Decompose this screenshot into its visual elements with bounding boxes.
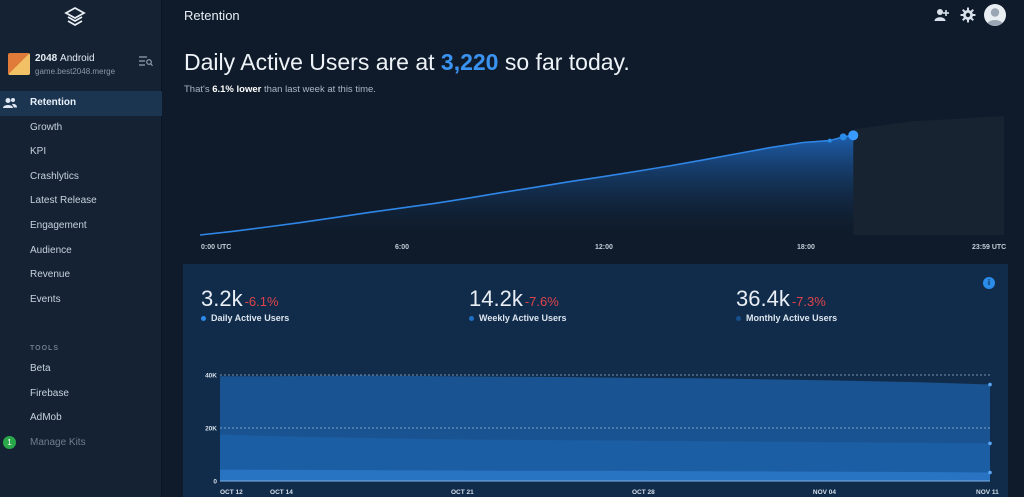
dau-point-marker[interactable] xyxy=(839,133,847,141)
y-tick-label: 20K xyxy=(205,426,217,433)
main-nav: Retention Growth KPI Crashlytics Latest … xyxy=(0,91,162,312)
nav-item-engagement[interactable]: Engagement xyxy=(30,219,87,231)
tools-heading: TOOLS xyxy=(30,345,59,352)
nav-item-admob[interactable]: AdMob xyxy=(30,412,62,424)
dau-comparison: That's 6.1% lower than last week at this… xyxy=(184,84,376,95)
nav-item-growth[interactable]: Growth xyxy=(30,121,63,133)
x-tick-label: OCT 28 xyxy=(632,489,655,496)
active-users-panel: i 3.2k -6.1% Daily Active Users 14.2k -7.6… xyxy=(183,264,1008,497)
x-tick-label: 12:00 xyxy=(595,244,613,251)
stat-change: -7.3% xyxy=(791,294,826,309)
legend-dot xyxy=(201,316,206,322)
info-icon[interactable]: i xyxy=(983,277,995,289)
nav-item-firebase[interactable]: Firebase xyxy=(30,387,69,399)
nav-item-retention[interactable]: Retention xyxy=(0,91,162,116)
stat-dau: 3.2k -6.1% Daily Active Users xyxy=(201,286,289,323)
top-bar: Retention xyxy=(162,0,1024,34)
dau-value: 3,220 xyxy=(440,49,499,75)
stat-change: -7.6% xyxy=(524,294,559,309)
stat-label: Daily Active Users xyxy=(211,313,290,323)
legend-dot xyxy=(469,316,474,322)
settings-gear-icon[interactable] xyxy=(960,7,976,23)
dau-headline: Daily Active Users are at 3,220 so far t… xyxy=(184,49,630,75)
series-area-daily-active-users xyxy=(220,469,990,481)
nav-item-events[interactable]: Events xyxy=(30,293,61,305)
stat-label: Weekly Active Users xyxy=(479,313,567,323)
series-end-marker[interactable] xyxy=(988,382,992,387)
nav-item-audience[interactable]: Audience xyxy=(30,244,72,256)
x-tick-label: OCT 14 xyxy=(270,489,293,496)
stat-value: 3.2k xyxy=(201,286,243,311)
kits-badge: 1 xyxy=(3,435,16,449)
today-dau-area xyxy=(200,135,854,235)
series-end-marker[interactable] xyxy=(988,470,992,475)
nav-item-revenue[interactable]: Revenue xyxy=(30,269,71,281)
app-icon xyxy=(8,53,30,75)
active-users-history-chart: 0 20K 40K OCT 12 OCT 14 OCT 21 OCT 28 NOV 04 NOV… xyxy=(205,373,999,497)
app-list-icon[interactable] xyxy=(139,55,153,67)
x-tick-label: 18:00 xyxy=(797,244,815,251)
nav-item-kpi[interactable]: KPI xyxy=(30,146,47,158)
app-package: game.best2048.merge xyxy=(35,67,116,76)
nav-item-crashlytics[interactable]: Crashlytics xyxy=(30,170,79,182)
app-name: 2048 Android xyxy=(35,53,95,64)
stat-label: Monthly Active Users xyxy=(746,313,838,323)
tools-nav: Beta Firebase AdMob 1 Manage Kits xyxy=(0,357,162,455)
fabric-logo-icon[interactable] xyxy=(64,6,86,28)
x-tick-label: 0:00 UTC xyxy=(201,244,232,251)
stat-wau: 14.2k -7.6% Weekly Active Users xyxy=(469,286,567,323)
users-icon xyxy=(3,98,17,108)
y-tick-label: 40K xyxy=(205,373,217,380)
series-end-marker[interactable] xyxy=(988,441,992,446)
nav-item-manage-kits[interactable]: 1 Manage Kits xyxy=(0,431,162,456)
avatar-person-icon xyxy=(986,8,1004,26)
dau-point-marker[interactable] xyxy=(827,138,832,143)
x-tick-label: 23:59 UTC xyxy=(972,244,1007,251)
stat-value: 14.2k xyxy=(469,286,523,311)
x-tick-label: 6:00 xyxy=(395,244,410,251)
dau-current-marker[interactable] xyxy=(848,130,859,141)
add-user-icon[interactable] xyxy=(934,7,950,23)
stat-mau: 36.4k -7.3% Monthly Active Users xyxy=(736,286,837,323)
page-title: Retention xyxy=(184,8,240,23)
nav-item-latest-release[interactable]: Latest Release xyxy=(30,195,97,207)
user-avatar[interactable] xyxy=(984,4,1006,26)
x-tick-label: OCT 21 xyxy=(451,489,474,496)
stat-value: 36.4k xyxy=(736,286,790,311)
app-selector[interactable]: 2048 Android game.best2048.merge xyxy=(0,45,162,85)
y-tick-label: 0 xyxy=(213,479,217,486)
series-area-weekly-active-users xyxy=(220,434,990,481)
x-tick-label: NOV 04 xyxy=(813,489,837,496)
stat-change: -6.1% xyxy=(244,294,279,309)
x-tick-label: OCT 12 xyxy=(220,489,243,496)
today-dau-line xyxy=(199,134,854,236)
legend-dot xyxy=(736,316,741,322)
nav-item-beta[interactable]: Beta xyxy=(30,363,51,374)
realtime-dau-chart xyxy=(199,116,1004,236)
x-tick-label: NOV 11 xyxy=(976,489,999,496)
sidebar: 2048 Android game.best2048.merge Retenti… xyxy=(0,0,162,497)
last-week-projection-area xyxy=(853,116,1004,235)
